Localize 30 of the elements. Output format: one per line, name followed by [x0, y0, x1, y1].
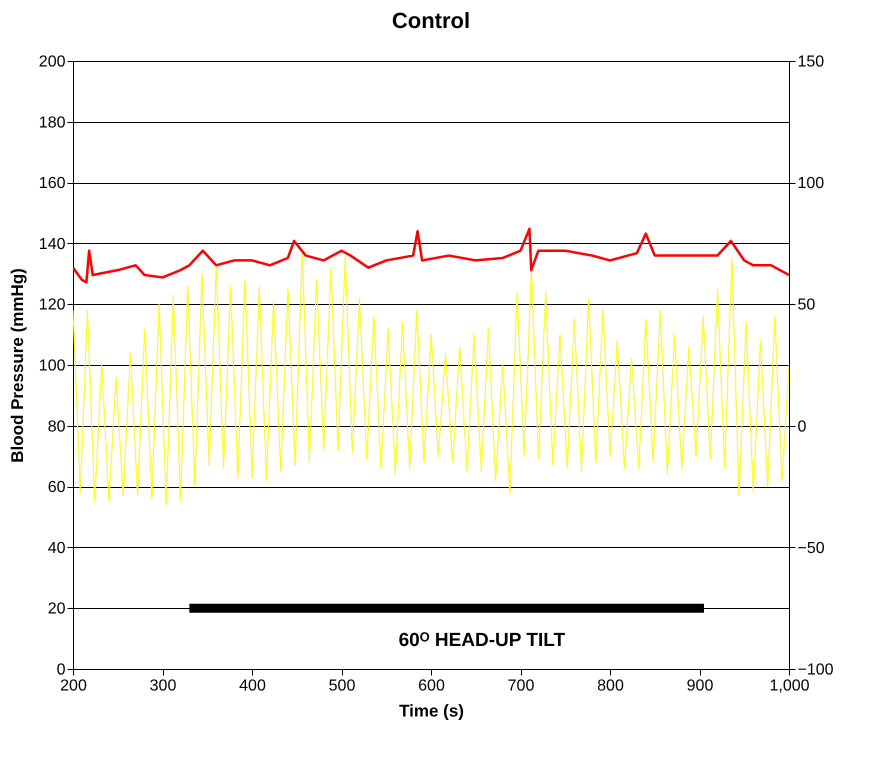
y-tick-label: 80: [48, 418, 66, 436]
x-tick-label: 200: [60, 678, 87, 694]
y-tick-label: 60: [48, 479, 66, 496]
x-tick-label: 800: [597, 678, 624, 694]
y-tick-label: 120: [38, 296, 66, 314]
y2-tick-label: 100: [798, 175, 824, 192]
y2-tick-label: −100: [798, 662, 834, 678]
y-tick-label: 200: [38, 54, 66, 70]
y-tick-label: 160: [38, 175, 66, 192]
x-tick-label: 300: [150, 678, 176, 694]
y-tick-label: 140: [38, 236, 66, 253]
y-tick-label: 0: [56, 662, 66, 678]
y2-tick-label: 50: [798, 296, 816, 314]
y-tick-label: 180: [38, 114, 66, 132]
x-tick-label: 900: [686, 678, 714, 694]
x-tick-label: 500: [328, 678, 356, 694]
chart-title: Control: [392, 8, 470, 33]
x-tick-label: 1,000: [769, 678, 810, 694]
annotation: 60ᴼ HEAD-UP TILT: [398, 630, 566, 651]
y-axis-title: Blood Pressure (mmHg): [8, 268, 27, 463]
x-tick-label: 400: [239, 678, 266, 694]
x-tick-label: 700: [508, 678, 534, 694]
y2-tick-label: 150: [798, 54, 824, 70]
y-tick-label: 40: [48, 540, 66, 557]
y-tick-label: 100: [38, 358, 66, 374]
y2-tick-label: 0: [798, 418, 806, 436]
y2-tick-label: −50: [798, 540, 825, 557]
y-tick-label: 20: [48, 600, 66, 618]
x-axis-title: Time (s): [399, 702, 464, 720]
x-tick-label: 600: [418, 678, 445, 694]
